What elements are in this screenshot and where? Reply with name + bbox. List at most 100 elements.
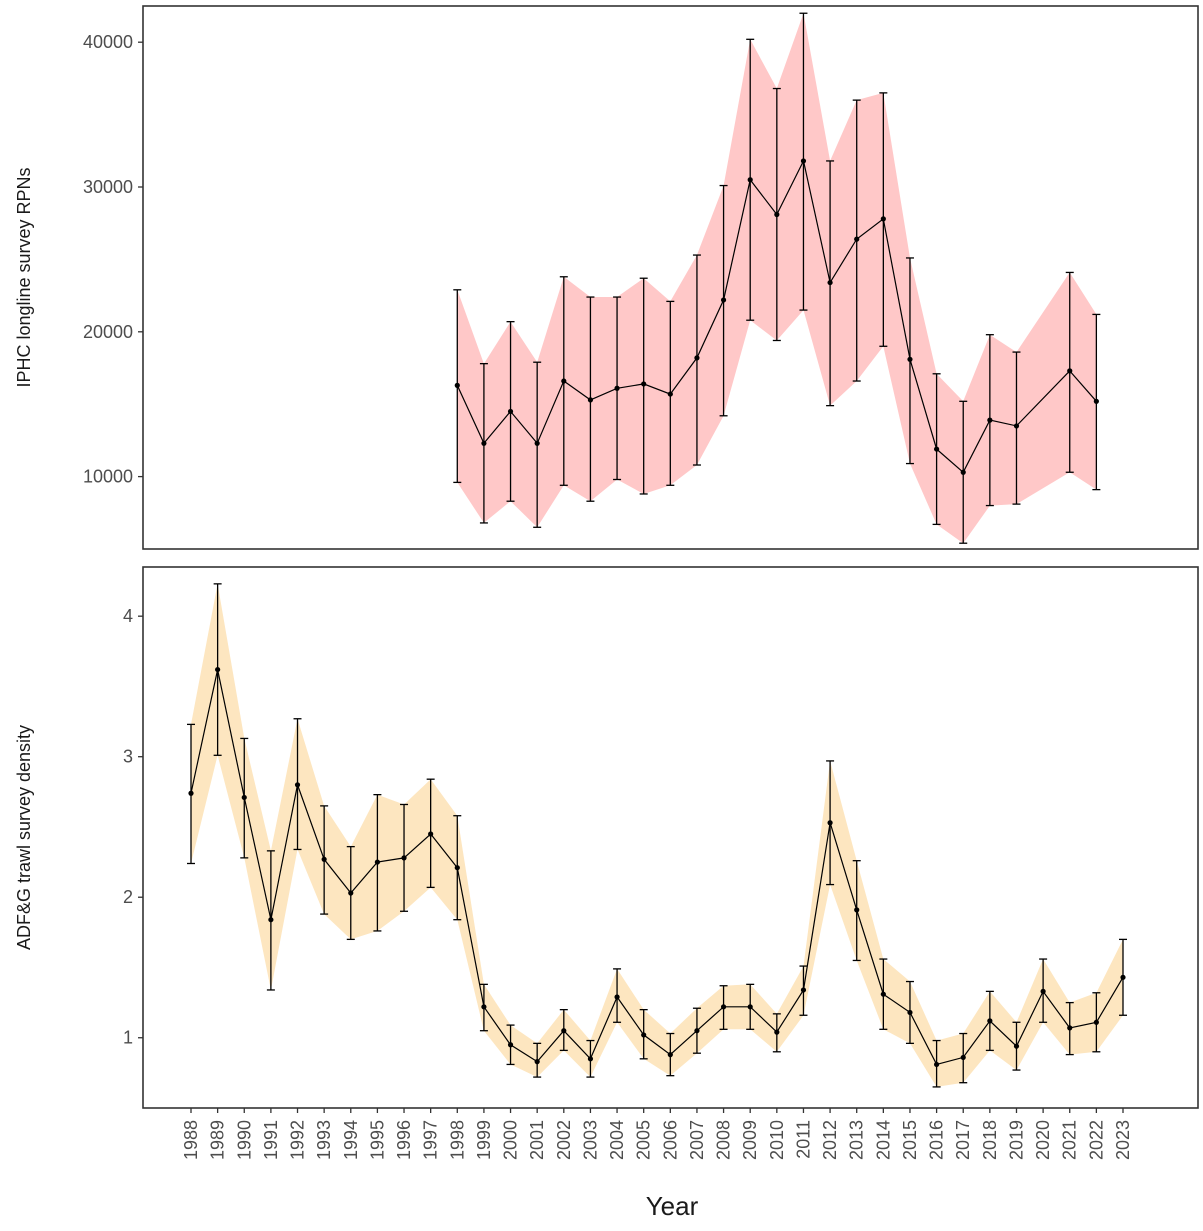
data-point: [934, 446, 940, 452]
data-point: [827, 279, 833, 286]
data-point: [667, 1052, 673, 1058]
data-point: [587, 1056, 594, 1062]
x-tick-label: 1998: [447, 1120, 467, 1160]
x-tick-label: 1992: [288, 1120, 308, 1160]
y-tick-label: 2: [123, 887, 133, 907]
data-point: [534, 440, 540, 446]
data-point: [241, 794, 247, 801]
data-point: [880, 216, 886, 222]
data-point: [1093, 1019, 1099, 1025]
x-tick-label: 1988: [181, 1120, 201, 1160]
x-tick-label: 1999: [474, 1120, 494, 1160]
x-tick-label: 2020: [1033, 1120, 1053, 1160]
data-point: [348, 890, 354, 896]
data-point: [614, 385, 620, 391]
x-tick-label: 1997: [421, 1120, 441, 1160]
x-tick-label: 2012: [820, 1120, 840, 1160]
data-point: [481, 440, 487, 446]
y-tick-label: 1: [123, 1028, 133, 1048]
data-point: [720, 297, 727, 303]
data-point: [614, 994, 620, 1000]
data-point: [774, 1029, 780, 1035]
data-point: [428, 831, 434, 837]
data-point: [987, 1018, 993, 1024]
panel-adfg: 1 2 3 4 ADF&G trawl survey density: [14, 566, 1199, 1109]
x-tick-label: 2002: [554, 1120, 574, 1160]
x-tick-label: 2001: [527, 1120, 547, 1160]
x-tick-label: 2013: [847, 1120, 867, 1160]
x-tick-label: 2019: [1006, 1120, 1026, 1160]
x-tick-label: 2000: [501, 1120, 521, 1160]
x-tick-label: 2007: [687, 1120, 707, 1160]
y-tick-label: 40000: [83, 32, 133, 52]
x-tick-label: 1993: [314, 1120, 334, 1160]
series-line: [190, 669, 1124, 1066]
data-point: [907, 1009, 913, 1016]
data-point: [561, 1028, 567, 1034]
x-axis: 1988 1989 1990 1991 1992 1993 1994 1995 1996 1997…: [181, 1108, 1133, 1160]
x-tick-label: 1990: [234, 1120, 254, 1160]
x-tick-label: 2015: [900, 1120, 920, 1160]
data-point: [1120, 974, 1126, 980]
x-tick-label: 1994: [341, 1120, 361, 1160]
data-point: [401, 855, 407, 861]
data-point: [854, 907, 860, 913]
data-point: [774, 211, 780, 218]
x-tick-label: 1991: [261, 1120, 281, 1160]
data-point: [507, 408, 514, 415]
data-point: [987, 417, 993, 423]
data-point: [294, 782, 301, 788]
y-axis-title: IPHC longline survey RPNs: [14, 167, 34, 387]
x-tick-label: 2003: [580, 1120, 600, 1160]
data-point: [321, 856, 327, 862]
panel-border: [142, 5, 1199, 550]
data-point: [587, 397, 594, 403]
y-tick-label: 20000: [83, 322, 133, 342]
data-point: [641, 1032, 647, 1038]
data-point: [747, 1004, 753, 1010]
x-tick-label: 2018: [980, 1120, 1000, 1160]
data-point: [481, 1004, 487, 1010]
data-point: [667, 391, 673, 397]
data-point: [960, 469, 966, 475]
y-axis-title: ADF&G trawl survey density: [14, 725, 34, 950]
data-point: [854, 236, 860, 242]
x-axis-title: Year: [646, 1191, 699, 1221]
data-point: [827, 820, 833, 826]
x-tick-label: 2022: [1086, 1120, 1106, 1160]
x-tick-label: 2021: [1060, 1120, 1080, 1160]
x-tick-label: 2023: [1113, 1120, 1133, 1160]
data-point: [1013, 423, 1020, 429]
x-tick-label: 2010: [767, 1120, 787, 1160]
data-point: [800, 987, 807, 993]
data-point: [268, 917, 274, 923]
x-tick-label: 2016: [927, 1120, 947, 1160]
y-tick-label: 4: [123, 606, 133, 626]
data-point: [507, 1042, 514, 1048]
data-point: [454, 865, 460, 871]
x-tick-label: 2011: [793, 1120, 813, 1159]
y-tick-label: 10000: [83, 467, 133, 487]
panel-iphc: 10000 20000 30000 40000 IPHC longline survey…: [14, 5, 1199, 550]
data-point: [215, 666, 221, 673]
x-tick-label: 1995: [367, 1120, 387, 1160]
data-point: [1013, 1043, 1020, 1049]
data-point: [907, 356, 913, 362]
data-point: [1040, 988, 1046, 994]
data-point: [374, 859, 380, 865]
y-tick-label: 30000: [83, 177, 133, 197]
data-point: [720, 1004, 727, 1010]
x-tick-label: 1996: [394, 1120, 414, 1160]
x-tick-label: 1989: [208, 1120, 228, 1160]
data-point: [1067, 1025, 1073, 1031]
x-tick-label: 2008: [714, 1120, 734, 1160]
data-point: [800, 158, 807, 164]
data-point: [880, 991, 886, 997]
data-point: [188, 790, 194, 796]
x-tick-label: 2017: [953, 1120, 973, 1160]
data-point: [641, 381, 647, 387]
data-point: [694, 1028, 700, 1034]
data-point: [960, 1054, 966, 1061]
